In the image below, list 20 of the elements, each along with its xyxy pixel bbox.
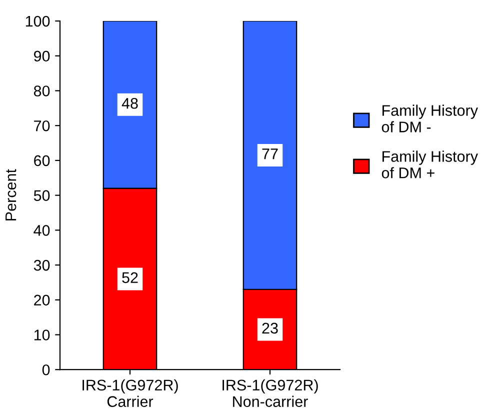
y-tick-label: 50 <box>34 190 50 201</box>
x-tick-label: IRS-1(G972R) Carrier <box>82 379 178 407</box>
y-tick-label: 20 <box>34 294 50 306</box>
data-label: 52 <box>122 272 138 284</box>
data-label: 23 <box>262 322 278 334</box>
y-axis-title: Percent <box>6 169 16 220</box>
legend-label: Family History of DM - <box>382 104 478 132</box>
data-label: 48 <box>122 98 138 109</box>
y-tick-label: 90 <box>34 50 50 62</box>
y-tick-label: 10 <box>34 330 50 340</box>
y-tick-label: 40 <box>34 225 50 236</box>
y-tick-label: 60 <box>34 155 50 166</box>
legend-label: Family History of DM + <box>382 150 478 178</box>
y-tick-label: 30 <box>34 260 50 271</box>
data-label: 77 <box>262 148 278 160</box>
y-tick-label: 70 <box>34 120 50 132</box>
y-tick-label: 100 <box>26 16 50 27</box>
y-tick-label: 80 <box>34 86 50 96</box>
x-tick-label: IRS-1(G972R) Non-carrier <box>222 379 318 407</box>
y-tick-label: 0 <box>42 364 50 376</box>
